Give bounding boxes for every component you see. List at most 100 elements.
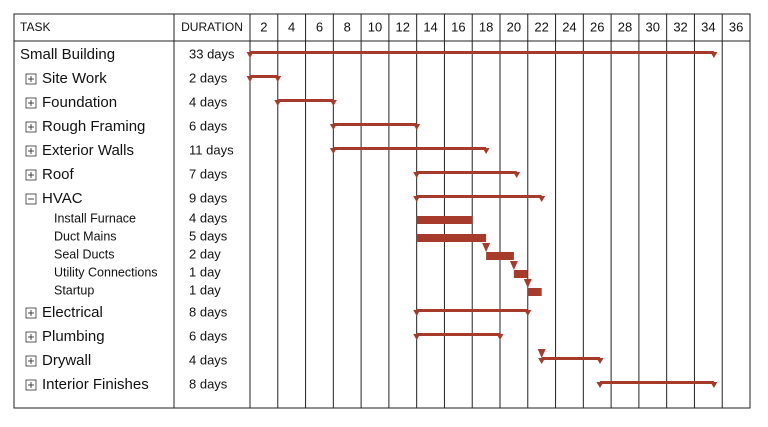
summary-bar	[250, 51, 714, 54]
task-bar	[416, 234, 487, 242]
end-marker	[413, 196, 421, 202]
summary-bar	[333, 123, 417, 126]
link-arrow	[482, 243, 491, 252]
end-marker	[413, 310, 421, 316]
summary-bar	[277, 99, 334, 102]
end-marker	[274, 76, 282, 82]
x-tick-label: 6	[316, 19, 323, 34]
x-tick-label: 10	[368, 19, 382, 34]
toggle-box	[25, 331, 37, 343]
toggle-box	[25, 379, 37, 391]
end-marker	[274, 100, 282, 106]
task-name: Interior Finishes	[42, 376, 149, 393]
task-name: Seal Ducts	[54, 247, 114, 261]
task-duration: 7 days	[189, 166, 228, 181]
end-marker	[538, 196, 546, 202]
x-tick-label: 30	[646, 19, 660, 34]
task-name: Drywall	[42, 352, 91, 369]
x-tick-label: 20	[507, 19, 521, 34]
end-marker	[513, 172, 521, 178]
toggle-box	[25, 307, 37, 319]
end-marker	[496, 334, 504, 340]
x-tick-label: 12	[396, 19, 410, 34]
x-tick-label: 26	[590, 19, 604, 34]
task-name: Exterior Walls	[42, 142, 134, 159]
link-arrow	[509, 261, 518, 270]
task-name: Small Building	[20, 46, 115, 63]
summary-bar	[416, 171, 517, 174]
end-marker	[596, 358, 604, 364]
end-marker	[482, 148, 490, 154]
end-marker	[246, 76, 254, 82]
task-bar	[416, 216, 473, 224]
x-tick-label: 18	[479, 19, 493, 34]
end-marker	[596, 382, 604, 388]
task-name: Duct Mains	[54, 229, 117, 243]
summary-bar	[600, 381, 714, 384]
toggle-box	[25, 121, 37, 133]
task-duration: 6 days	[189, 118, 228, 133]
task-duration: 9 days	[189, 190, 228, 205]
task-name: Foundation	[42, 94, 117, 111]
end-marker	[246, 52, 254, 58]
end-marker	[538, 358, 546, 364]
end-marker	[329, 100, 337, 106]
task-duration: 1 day	[189, 264, 221, 279]
x-tick-label: 2	[260, 19, 267, 34]
task-duration: 4 days	[189, 210, 228, 225]
task-name: Site Work	[42, 70, 107, 87]
link-arrow	[523, 279, 532, 288]
task-bar	[527, 288, 542, 296]
end-marker	[329, 148, 337, 154]
task-duration: 11 days	[189, 142, 234, 157]
x-tick-label: 16	[451, 19, 465, 34]
toggle-box	[25, 73, 37, 85]
toggle-box	[25, 145, 37, 157]
end-marker	[710, 382, 718, 388]
x-tick-label: 28	[618, 19, 632, 34]
toggle-box	[25, 169, 37, 181]
task-name: Utility Connections	[54, 265, 158, 279]
end-marker	[413, 334, 421, 340]
x-tick-label: 34	[701, 19, 715, 34]
toggle-box	[25, 193, 37, 205]
task-name: Plumbing	[42, 328, 105, 345]
summary-bar	[541, 357, 600, 360]
task-name: Install Furnace	[54, 211, 136, 225]
duration-header: DURATION	[181, 20, 243, 34]
x-tick-label: 24	[562, 19, 576, 34]
end-marker	[329, 124, 337, 130]
summary-bar	[250, 75, 278, 78]
task-duration: 4 days	[189, 352, 228, 367]
x-tick-label: 4	[288, 19, 295, 34]
task-duration: 4 days	[189, 94, 228, 109]
task-duration: 2 days	[189, 70, 228, 85]
task-duration: 5 days	[189, 228, 228, 243]
summary-bar	[416, 309, 528, 312]
end-marker	[413, 172, 421, 178]
task-duration: 6 days	[189, 328, 228, 343]
task-name: Electrical	[42, 304, 103, 321]
toggle-box	[25, 355, 37, 367]
link-arrow	[537, 349, 546, 358]
task-duration: 8 days	[189, 376, 228, 391]
end-marker	[710, 52, 718, 58]
task-duration: 2 day	[189, 246, 221, 261]
task-name: Rough Framing	[42, 118, 145, 135]
task-bar	[486, 252, 514, 260]
x-tick-label: 32	[673, 19, 687, 34]
x-tick-label: 8	[344, 19, 351, 34]
x-tick-label: 36	[729, 19, 743, 34]
summary-bar	[333, 147, 487, 150]
end-marker	[524, 310, 532, 316]
task-duration: 1 day	[189, 282, 221, 297]
task-name: Startup	[54, 283, 94, 297]
x-tick-label: 14	[423, 19, 437, 34]
task-duration: 8 days	[189, 304, 228, 319]
summary-bar	[416, 195, 542, 198]
summary-bar	[416, 333, 500, 336]
toggle-box	[25, 97, 37, 109]
task-name: Roof	[42, 166, 75, 183]
task-bar	[513, 270, 528, 278]
